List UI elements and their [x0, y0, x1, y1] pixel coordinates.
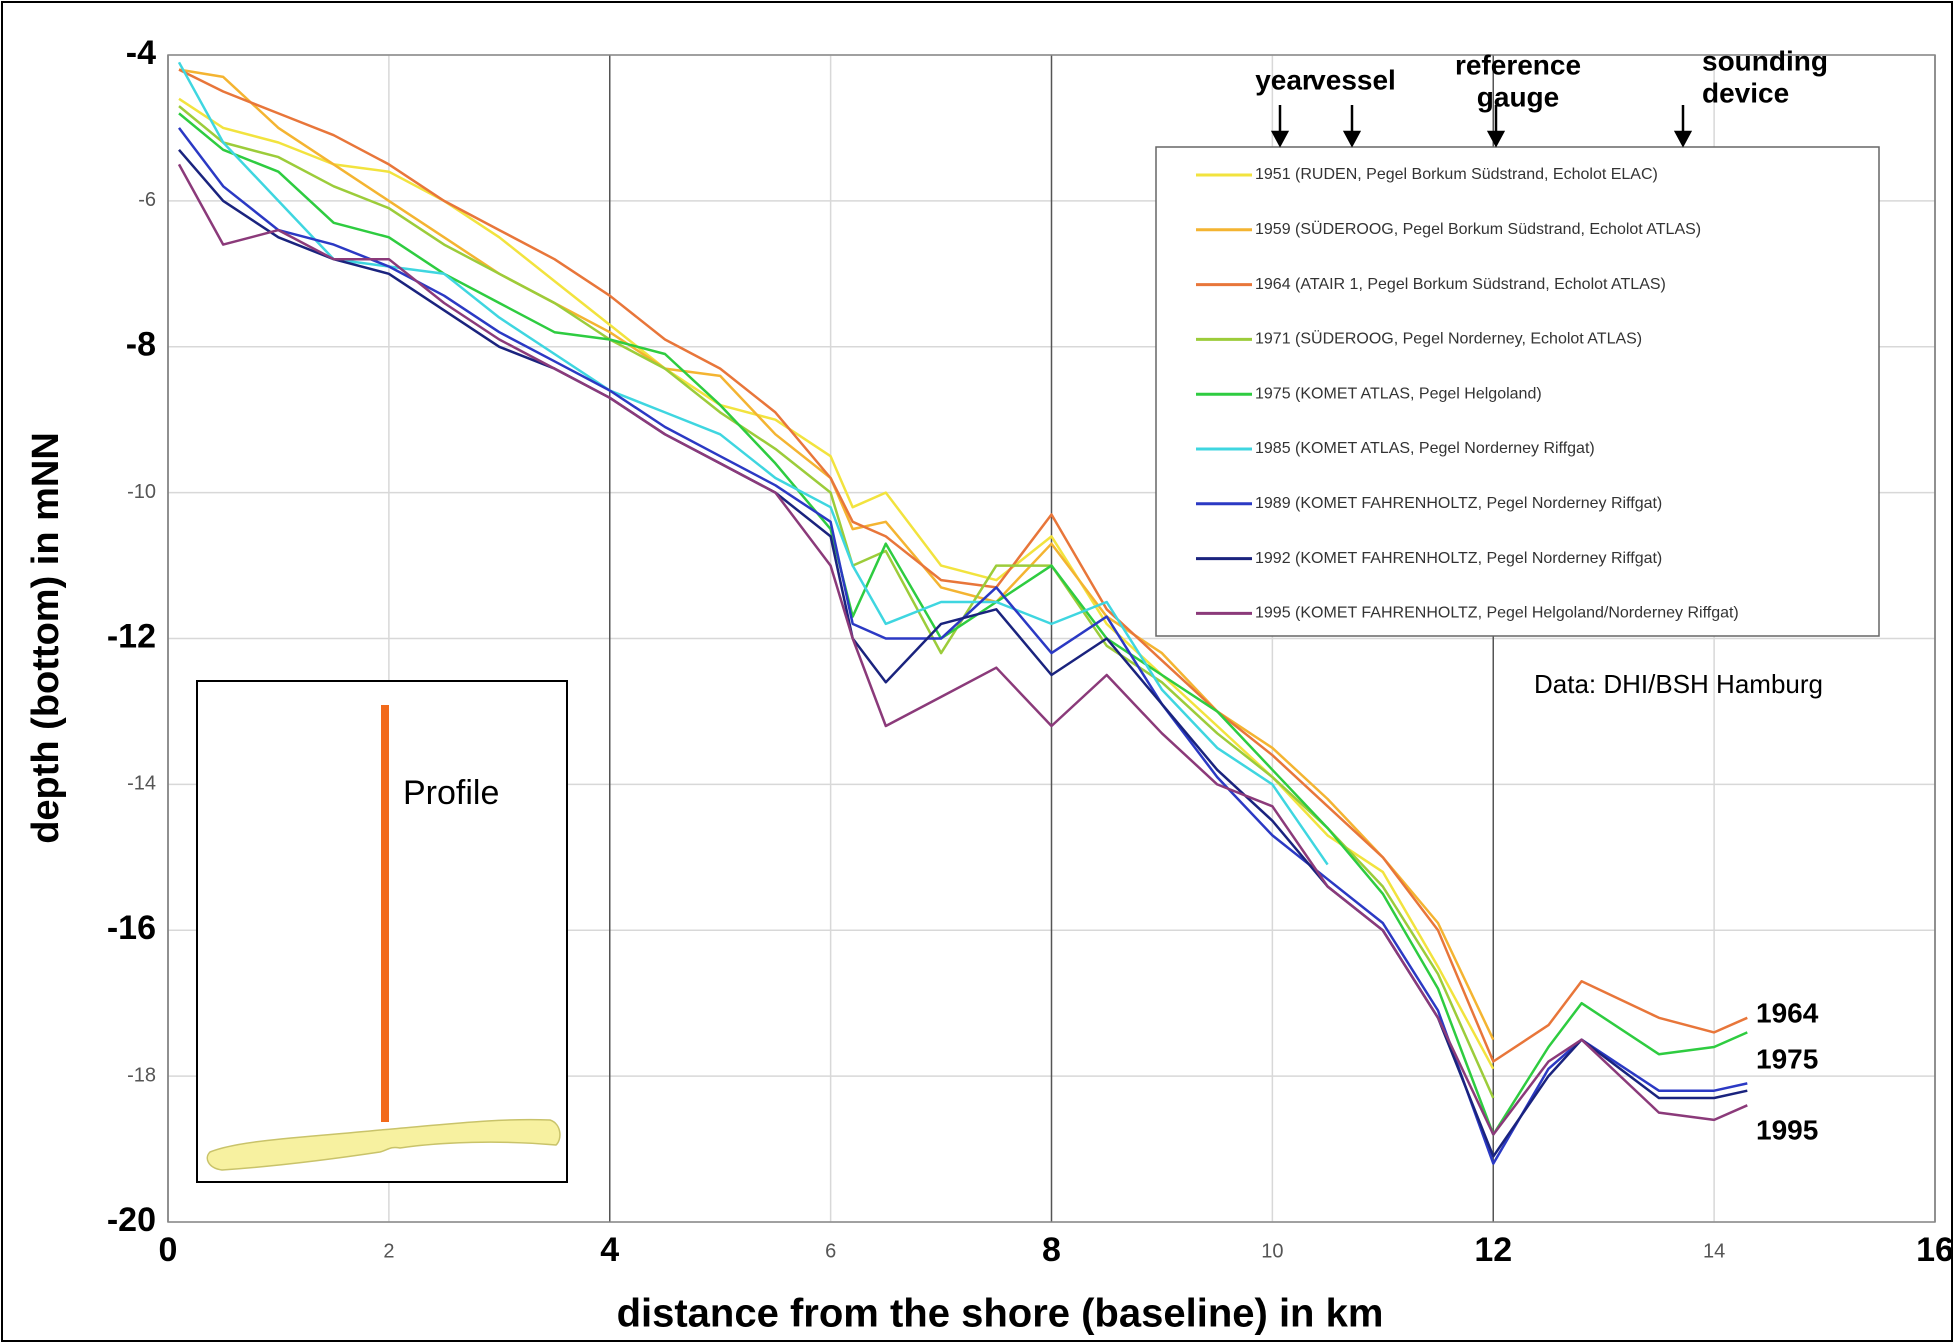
- x-tick-label: 12: [1474, 1231, 1512, 1269]
- legend-header: year: [1255, 64, 1313, 95]
- end-label: 1964: [1756, 997, 1819, 1028]
- legend-box: [1155, 146, 1880, 637]
- legend-label: 1989 (KOMET FAHRENHOLTZ, Pegel Norderney…: [1255, 495, 1662, 512]
- legend-label: 1964 (ATAIR 1, Pegel Borkum Südstrand, E…: [1255, 276, 1666, 293]
- y-tick-label: -20: [107, 1201, 156, 1239]
- y-tick-label: -8: [126, 326, 156, 364]
- legend-header: reference: [1455, 49, 1581, 80]
- x-tick-label: 14: [1703, 1240, 1725, 1262]
- x-tick-label: 16: [1916, 1231, 1954, 1269]
- lines: [177, 61, 1748, 1165]
- x-tick-label: 6: [825, 1240, 836, 1262]
- x-tick-label: 10: [1261, 1240, 1283, 1262]
- plot-frame: [167, 54, 1936, 1223]
- legend-label: 1995 (KOMET FAHRENHOLTZ, Pegel Helgoland…: [1255, 605, 1739, 622]
- y-tick-label: -4: [126, 34, 156, 72]
- x-tick-label: 2: [383, 1240, 394, 1262]
- arrows: [1270, 105, 1693, 148]
- legend: 1951 (RUDEN, Pegel Borkum Südstrand, Ech…: [1155, 146, 1880, 637]
- inset-label: Profile: [403, 774, 499, 812]
- legend-label: 1971 (SÜDEROOG, Pegel Norderney, Echolot…: [1255, 330, 1642, 348]
- series-line: [177, 61, 1329, 866]
- y-tick-label: -12: [107, 617, 156, 655]
- y-axis-title: depth (bottom) in mNN: [25, 432, 67, 844]
- y-tick-label: -14: [127, 773, 156, 795]
- end-label: 1995: [1756, 1114, 1818, 1145]
- grid: [167, 54, 1936, 1223]
- x-tick-label: 8: [1042, 1231, 1061, 1269]
- series-line: [177, 163, 1748, 1136]
- legend-header: gauge: [1477, 81, 1559, 112]
- x-tick-label: 4: [600, 1231, 619, 1269]
- x-axis-title: distance from the shore (baseline) in km: [617, 1292, 1384, 1336]
- series-line: [178, 68, 1748, 1063]
- legend-label: 1985 (KOMET ATLAS, Pegel Norderney Riffg…: [1255, 440, 1595, 457]
- legend-label: 1951 (RUDEN, Pegel Borkum Südstrand, Ech…: [1255, 166, 1658, 183]
- y-tick-label: -16: [107, 909, 156, 947]
- end-label: 1975: [1756, 1043, 1818, 1074]
- legend-header: vessel: [1310, 64, 1396, 95]
- series-line: [178, 127, 1748, 1165]
- x-tick-label: 0: [159, 1231, 178, 1269]
- legend-label: 1959 (SÜDEROOG, Pegel Borkum Südstrand, …: [1255, 220, 1701, 238]
- series-line: [178, 105, 1495, 1099]
- series-line: [178, 148, 1748, 1158]
- legend-header: sounding: [1702, 45, 1828, 76]
- y-tick-label: -18: [127, 1064, 156, 1086]
- inset-map: Profile: [196, 680, 568, 1183]
- legend-label: 1975 (KOMET ATLAS, Pegel Helgoland): [1255, 385, 1542, 402]
- source-note: Data: DHI/BSH Hamburg: [1534, 669, 1823, 699]
- y-tick-label: -6: [138, 189, 156, 211]
- island: [206, 1118, 561, 1171]
- y-tick-label: -10: [127, 481, 156, 503]
- legend-header: device: [1702, 77, 1789, 108]
- legend-label: 1992 (KOMET FAHRENHOLTZ, Pegel Norderney…: [1255, 550, 1662, 567]
- series-line: [178, 68, 1495, 1041]
